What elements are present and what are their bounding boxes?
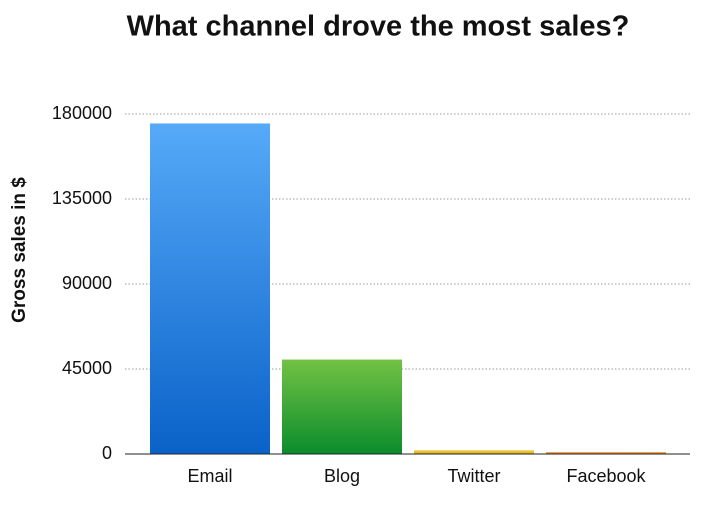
y-tick-label: 135000 [52, 188, 112, 208]
bar [282, 359, 402, 454]
y-axis-label: Gross sales in $ [9, 177, 30, 323]
x-tick-label: Facebook [566, 466, 646, 486]
chart-title: What channel drove the most sales? [127, 11, 630, 43]
bar [546, 452, 666, 454]
y-tick-label: 180000 [52, 103, 112, 123]
y-tick-label: 0 [102, 443, 112, 463]
bar [414, 450, 534, 454]
x-tick-label: Twitter [447, 466, 500, 486]
x-tick-label: Email [187, 466, 232, 486]
bar [150, 123, 270, 454]
x-tick-label: Blog [324, 466, 360, 486]
y-tick-label: 90000 [62, 273, 112, 293]
y-tick-label: 45000 [62, 358, 112, 378]
